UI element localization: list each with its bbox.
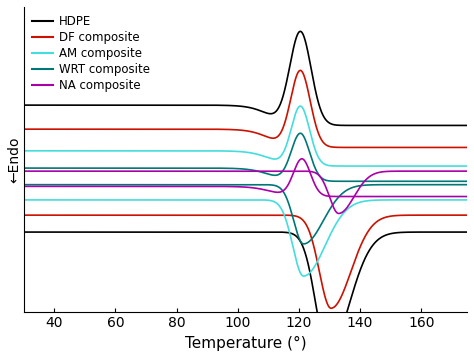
Legend: HDPE, DF composite, AM composite, WRT composite, NA composite: HDPE, DF composite, AM composite, WRT co… (30, 13, 153, 95)
Y-axis label: ←Endo: ←Endo (7, 136, 21, 183)
X-axis label: Temperature (°): Temperature (°) (184, 336, 306, 351)
